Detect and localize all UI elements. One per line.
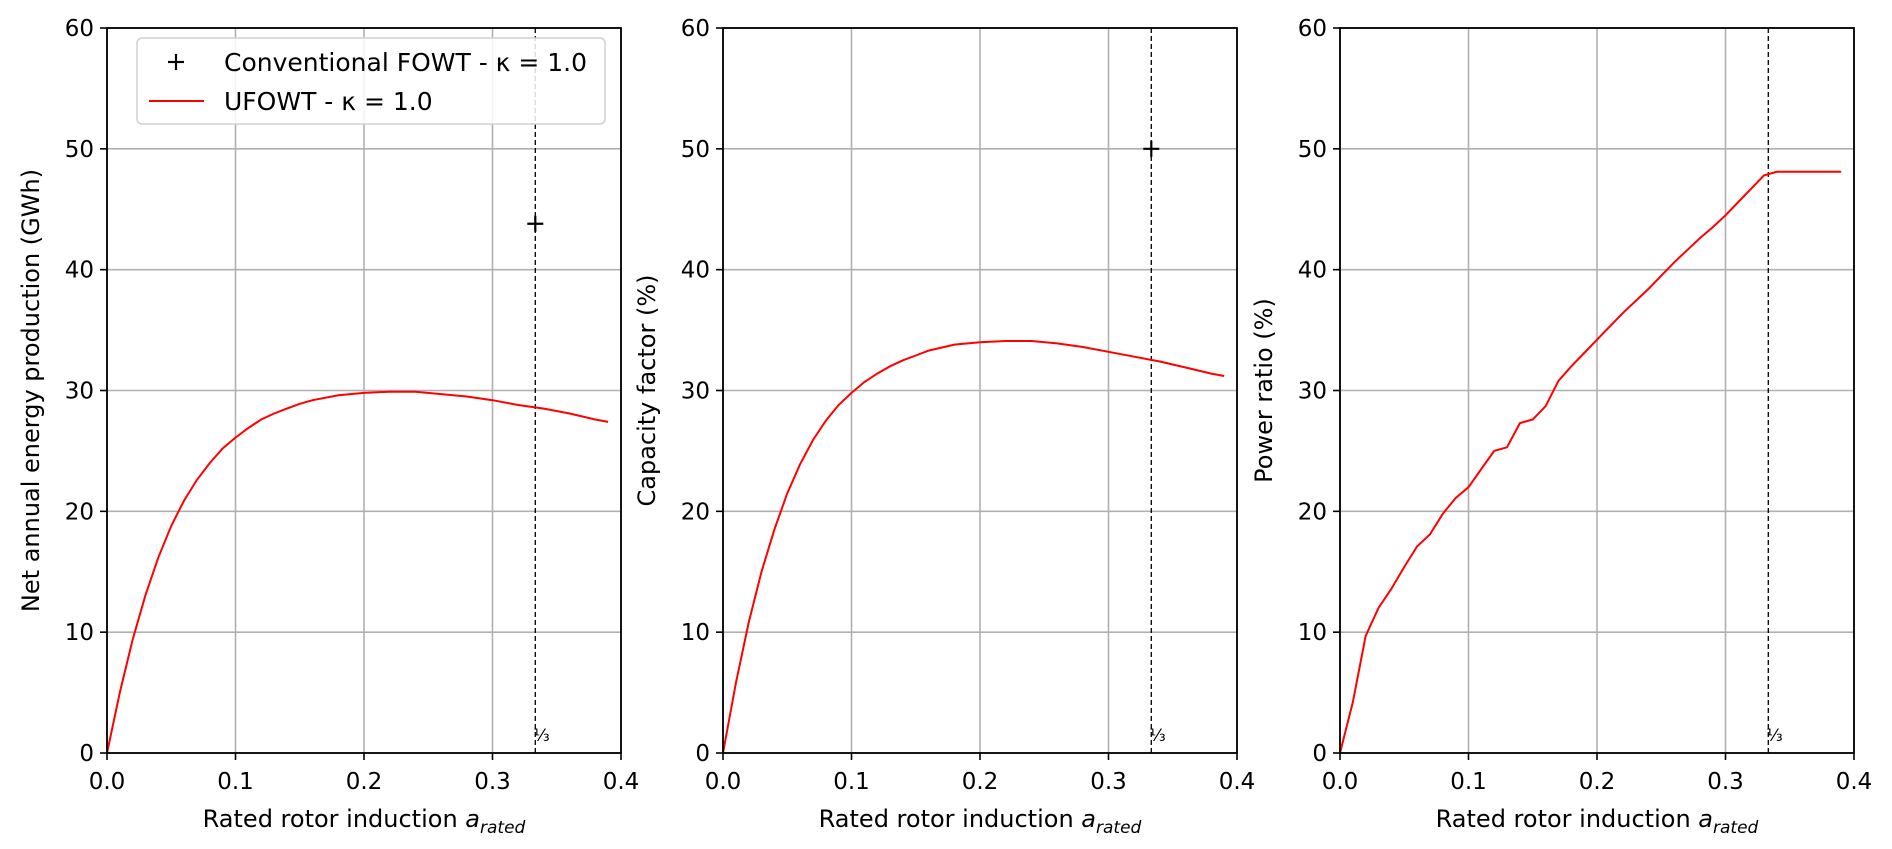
y-tick-label: 30	[65, 379, 94, 405]
y-tick-label: 60	[681, 16, 710, 42]
conventional-fowt-marker	[527, 215, 544, 232]
y-tick-label: 20	[681, 499, 710, 525]
x-axis-label-variable: a	[465, 805, 480, 833]
panels: 0.0 0.1 0.2 0.3 0.4 0 10 20 30 40 50 60 Rated rotor …	[17, 16, 1872, 838]
x-axis-label: Rated rotor induction arated	[1436, 805, 1759, 838]
y-axis-label: Power ratio (%)	[1250, 298, 1278, 483]
y-axis-label: Net annual energy production (GWh)	[17, 169, 45, 612]
y-tick-label: 10	[65, 620, 94, 646]
x-tick-label: 0.4	[1219, 769, 1256, 795]
y-tick-label: 30	[1298, 379, 1327, 405]
y-tick-label: 0	[1312, 741, 1327, 767]
y-tick-label: 20	[1298, 499, 1327, 525]
ufowt-line	[722, 340, 1225, 754]
panel-2: 0.0 0.1 0.2 0.3 0.4 0 10 20 30 40 50 60 Rated rotor …	[633, 16, 1255, 838]
x-axis-label-variable: a	[1081, 805, 1096, 833]
x-tick-label: 0.2	[962, 769, 999, 795]
x-tick-label: 0.3	[1707, 769, 1744, 795]
y-tick-label: 40	[681, 258, 710, 284]
y-tick-label: 30	[681, 379, 710, 405]
x-axis-label-subscript: rated	[1713, 818, 1759, 838]
y-tick-label: 50	[1298, 137, 1327, 163]
x-tick-label: 0.2	[346, 769, 383, 795]
third-label: ⅓	[1149, 726, 1165, 746]
y-tick-label: 50	[681, 137, 710, 163]
legend-entry-conventional: Conventional FOWT - κ = 1.0	[168, 48, 587, 77]
plot-frame	[1339, 27, 1855, 754]
ufowt-line	[1339, 170, 1842, 754]
panel-3: 0.0 0.1 0.2 0.3 0.4 0 10 20 30 40 50 60 Rated rotor …	[1250, 16, 1872, 838]
plot-frame	[106, 27, 622, 754]
conventional-fowt-marker	[1143, 140, 1160, 157]
y-tick-label: 0	[695, 741, 710, 767]
x-tick-label: 0.4	[1836, 769, 1873, 795]
third-label: ⅓	[1766, 726, 1782, 746]
x-tick-label: 0.4	[603, 769, 640, 795]
plot-frame	[722, 27, 1238, 754]
x-tick-label: 0.0	[89, 769, 126, 795]
y-tick-label: 0	[79, 741, 94, 767]
legend-entry-ufowt: UFOWT - κ = 1.0	[149, 87, 433, 116]
third-label: ⅓	[533, 726, 549, 746]
y-tick-label: 60	[65, 16, 94, 42]
y-tick-label: 60	[1298, 16, 1327, 42]
y-tick-label: 50	[65, 137, 94, 163]
x-tick-label: 0.1	[833, 769, 870, 795]
y-axis-label: Capacity factor (%)	[633, 275, 661, 507]
x-tick-label: 0.0	[1322, 769, 1359, 795]
x-tick-label: 0.1	[1450, 769, 1487, 795]
x-tick-label: 0.3	[474, 769, 511, 795]
legend-box	[136, 37, 606, 125]
legend: Conventional FOWT - κ = 1.0 UFOWT - κ = 1…	[136, 37, 606, 125]
x-axis-label-subscript: rated	[1096, 818, 1142, 838]
y-tick-label: 40	[65, 258, 94, 284]
y-tick-label: 10	[681, 620, 710, 646]
y-tick-label: 10	[1298, 620, 1327, 646]
x-axis-label-subscript: rated	[480, 818, 526, 838]
legend-label-ufowt: UFOWT - κ = 1.0	[224, 87, 433, 116]
x-axis-label-variable: a	[1698, 805, 1713, 833]
y-tick-label: 20	[65, 499, 94, 525]
x-tick-label: 0.0	[705, 769, 742, 795]
x-axis-label: Rated rotor induction arated	[203, 805, 526, 838]
x-tick-label: 0.1	[217, 769, 254, 795]
ufowt-line	[106, 390, 609, 754]
y-tick-label: 40	[1298, 258, 1327, 284]
panel-1: 0.0 0.1 0.2 0.3 0.4 0 10 20 30 40 50 60 Rated rotor …	[17, 16, 639, 838]
x-tick-label: 0.3	[1090, 769, 1127, 795]
x-tick-label: 0.2	[1579, 769, 1616, 795]
x-axis-label: Rated rotor induction arated	[819, 805, 1142, 838]
legend-label-conventional: Conventional FOWT - κ = 1.0	[224, 48, 587, 77]
x-axis-label-text: Rated rotor induction	[203, 805, 466, 833]
x-axis-label-text: Rated rotor induction	[819, 805, 1082, 833]
x-axis-label-text: Rated rotor induction	[1436, 805, 1699, 833]
